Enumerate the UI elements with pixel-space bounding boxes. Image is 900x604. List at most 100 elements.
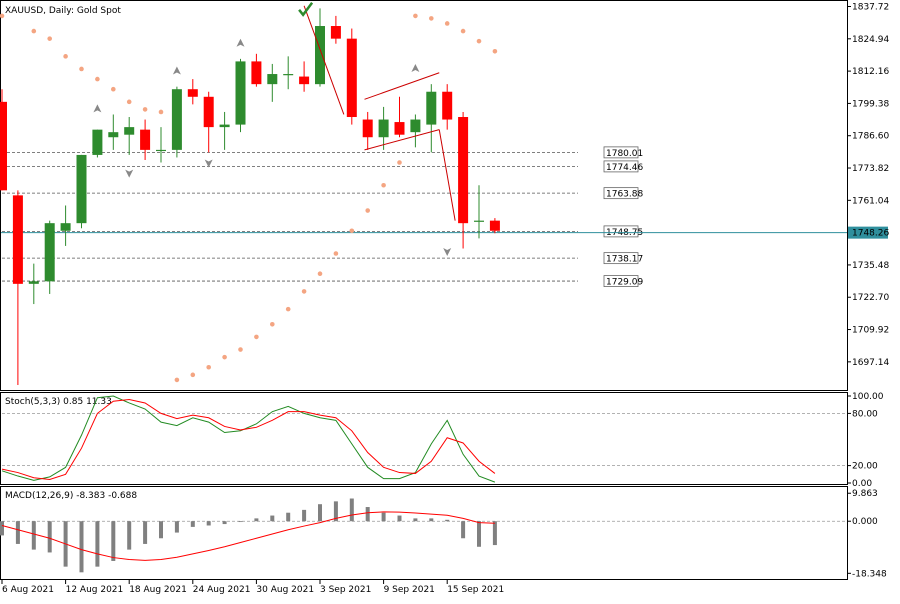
- macd-histogram-bar: [31, 521, 36, 550]
- annotation-trendline: [364, 129, 440, 151]
- macd-histogram-bar: [222, 521, 227, 525]
- price-axis-label: 1799.38: [852, 99, 889, 109]
- stoch-axis-label: 100.00: [852, 392, 884, 402]
- price-layer: 1780.011774.461763.881748.751738.171729.…: [0, 2, 847, 385]
- psar-dot: [31, 28, 37, 34]
- macd-histogram-bar: [413, 518, 418, 522]
- macd-histogram-bar: [286, 512, 291, 522]
- macd-histogram-bar: [238, 521, 243, 523]
- current-price-label: 1748.26: [852, 229, 889, 239]
- candle-body-bull: [171, 89, 182, 150]
- macd-axis-label: 0.000: [852, 517, 878, 527]
- psar-dot: [206, 364, 211, 370]
- macd-histogram-bar: [349, 498, 354, 522]
- price-axis-label: 1735.48: [852, 261, 889, 271]
- candle-body-bear: [251, 61, 262, 85]
- candle-body-bear: [394, 122, 405, 135]
- psar-dot: [238, 347, 243, 352]
- candle-body-bull: [378, 119, 389, 138]
- candle-body-bear: [330, 26, 341, 39]
- candle-body-bear: [346, 38, 357, 118]
- current-price-tag: [848, 226, 888, 239]
- psar-dot: [301, 289, 307, 294]
- level-label-box: [603, 225, 639, 238]
- level-label-box: [603, 146, 639, 159]
- candle-body-bull: [156, 149, 166, 152]
- stoch-title: Stoch(5,3,3) 0.85 11.33: [5, 397, 112, 407]
- macd-histogram-bar: [445, 519, 450, 522]
- candle-body-bull: [28, 281, 39, 284]
- price-axis-label: 1812.16: [852, 67, 889, 77]
- psar-dot: [397, 160, 402, 165]
- x-axis-label: 24 Aug 2021: [193, 585, 251, 595]
- price-pane-frame: [0, 0, 848, 391]
- candle-body-bear: [187, 89, 198, 97]
- psar-dot: [476, 38, 482, 44]
- psar-dot: [270, 321, 275, 327]
- macd-axis-label: -18.348: [852, 569, 887, 579]
- candle-body-bull: [44, 223, 55, 282]
- macd-title: MACD(12,26,9) -8.383 -0.688: [5, 491, 137, 501]
- macd-histogram-bar: [397, 515, 402, 522]
- x-axis-label: 3 Sep 2021: [320, 585, 371, 595]
- level-label-box: [603, 187, 639, 200]
- price-axis-label: 1786.60: [852, 132, 889, 142]
- check-mark-icon: [298, 2, 314, 17]
- psar-dot: [95, 76, 100, 82]
- psar-dot: [285, 306, 291, 312]
- candle-body-bull: [426, 91, 437, 125]
- macd-histogram-bar: [95, 521, 100, 567]
- level-label: 1729.09: [606, 278, 643, 288]
- psar-dot: [47, 36, 52, 41]
- candle-body-bull: [283, 74, 294, 76]
- macd-histogram-bar: [318, 504, 322, 522]
- macd-histogram-bar: [111, 521, 116, 561]
- psar-dot: [222, 354, 227, 360]
- fractal-up-arrow: [172, 66, 181, 75]
- psar-dot: [460, 28, 466, 34]
- macd-histogram-bar: [143, 521, 148, 544]
- psar-dot: [381, 182, 386, 188]
- candle-body-bull: [60, 223, 71, 231]
- fractal-down-arrow: [204, 159, 213, 168]
- fractal-down-arrow: [125, 169, 134, 178]
- price-title: XAUUSD, Daily: Gold Spot: [5, 6, 121, 16]
- candle-body-bull: [474, 220, 484, 222]
- psar-dot: [333, 251, 339, 256]
- psar-dot: [429, 16, 434, 21]
- macd-histogram-bar: [127, 521, 132, 550]
- psar-dot: [413, 13, 418, 19]
- psar-dot: [63, 54, 68, 59]
- macd-histogram-bar: [365, 507, 370, 522]
- candle-body-bear: [442, 91, 453, 120]
- psar-dot: [492, 48, 498, 54]
- candle-body-bear: [299, 76, 310, 85]
- fractal-up-arrow: [236, 38, 245, 47]
- macd-histogram-bar: [461, 521, 466, 539]
- candle-body-bear: [362, 119, 373, 138]
- psar-dot: [111, 86, 116, 92]
- annotation-trendline: [303, 5, 345, 115]
- x-axis-label: 30 Aug 2021: [256, 585, 314, 595]
- macd-histogram-bar: [302, 509, 307, 522]
- level-label: 1774.46: [606, 163, 643, 173]
- price-axis-label: 1837.72: [852, 2, 889, 12]
- macd-histogram-bar: [254, 518, 259, 522]
- level-label-box: [603, 160, 639, 173]
- candle-body-bear: [140, 129, 151, 150]
- psar-dot: [365, 208, 371, 213]
- psar-dot: [174, 377, 180, 383]
- annotation-trendline: [438, 129, 456, 221]
- macd-signal-line: [1, 511, 495, 561]
- macd-histogram-bar: [206, 521, 211, 526]
- stoch-signal-line: [1, 398, 496, 481]
- candle-body-bull: [410, 119, 421, 133]
- macd-histogram-bar: [174, 521, 179, 533]
- macd-histogram-bar: [190, 521, 195, 527]
- candle-body-bull: [219, 124, 230, 128]
- level-label: 1763.88: [606, 190, 643, 200]
- psar-dot: [349, 228, 355, 234]
- level-label-box: [603, 275, 639, 287]
- fractal-up-arrow: [93, 104, 102, 113]
